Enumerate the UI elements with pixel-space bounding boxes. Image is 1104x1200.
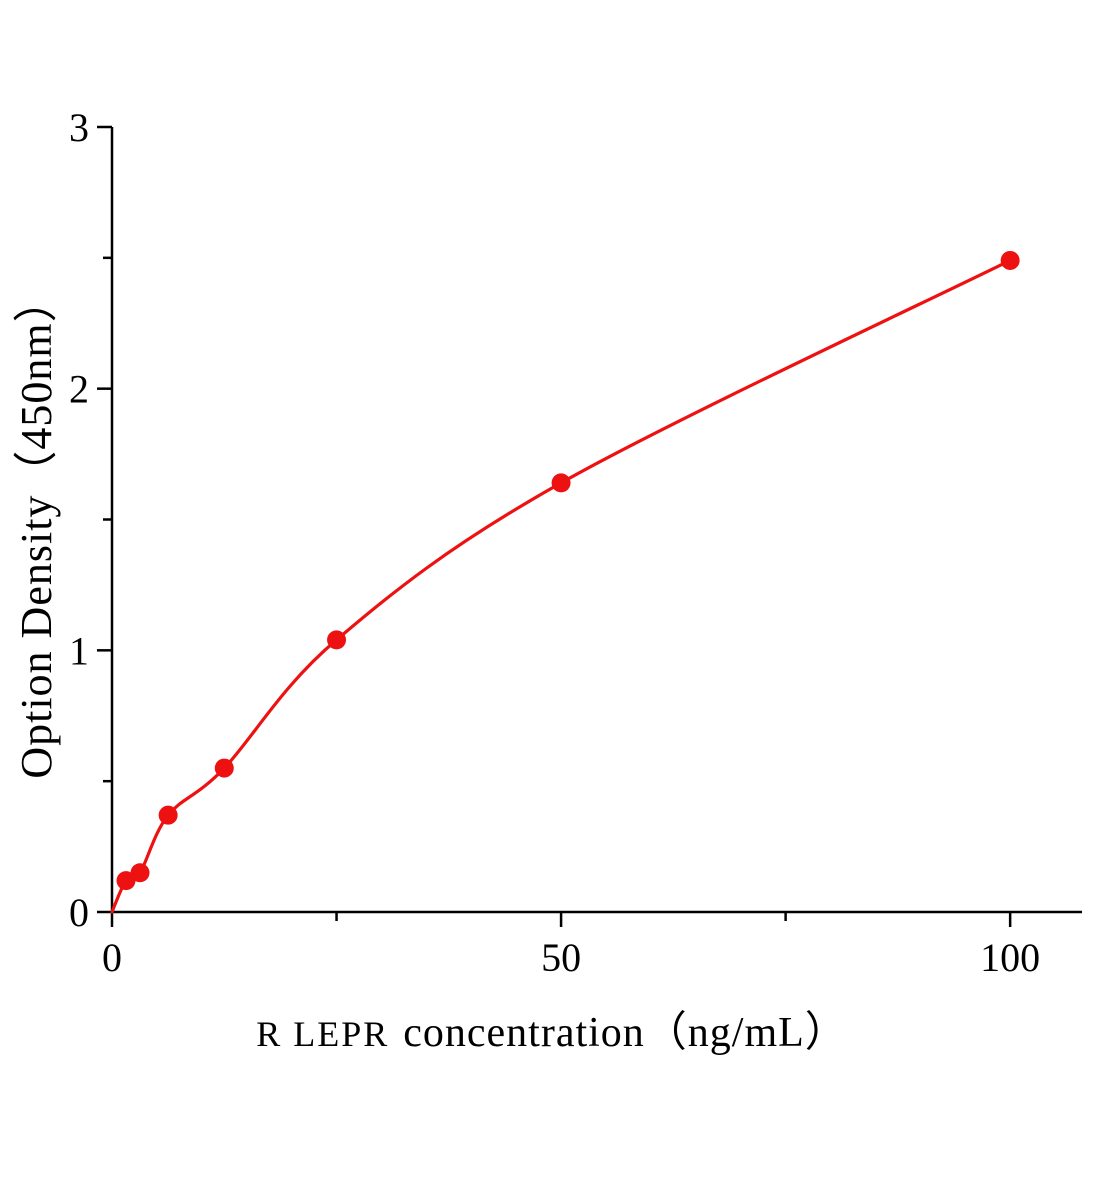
data-point-marker xyxy=(1000,250,1020,270)
x-tick-label: 0 xyxy=(102,935,122,980)
data-point-marker xyxy=(214,758,234,778)
x-axis-label: R LEPR concentration（ng/mL） xyxy=(0,998,1104,1059)
data-point-marker xyxy=(551,473,571,493)
y-tick-label: 3 xyxy=(69,105,89,150)
x-tick-label: 100 xyxy=(980,935,1040,980)
y-tick-label: 0 xyxy=(69,890,89,935)
data-point-marker xyxy=(158,805,178,825)
standard-curve-line xyxy=(110,258,1012,914)
x-axis-label-main: concentration（ng/mL） xyxy=(403,1010,848,1056)
x-axis-label-prefix: R LEPR xyxy=(256,1014,390,1054)
y-axis-label: Option Density（450nm） xyxy=(12,277,61,779)
data-point-marker xyxy=(116,871,136,891)
y-tick-label: 2 xyxy=(69,367,89,412)
x-tick-label: 50 xyxy=(541,935,581,980)
data-point-marker xyxy=(130,863,150,883)
y-tick-label: 1 xyxy=(69,628,89,673)
data-point-marker xyxy=(327,630,347,650)
